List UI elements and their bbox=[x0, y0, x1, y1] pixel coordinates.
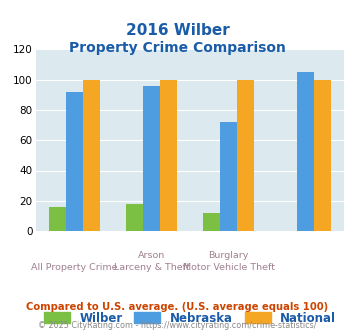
Text: © 2025 CityRating.com - https://www.cityrating.com/crime-statistics/: © 2025 CityRating.com - https://www.city… bbox=[38, 321, 317, 330]
Text: Property Crime Comparison: Property Crime Comparison bbox=[69, 41, 286, 55]
Bar bbox=[143, 86, 160, 231]
Text: Burglary: Burglary bbox=[208, 251, 249, 260]
Bar bbox=[203, 213, 220, 231]
Text: 2016 Wilber: 2016 Wilber bbox=[126, 23, 229, 38]
Text: All Property Crime: All Property Crime bbox=[31, 263, 118, 272]
Bar bbox=[49, 207, 66, 231]
Text: Arson: Arson bbox=[138, 251, 165, 260]
Bar bbox=[314, 80, 331, 231]
Bar bbox=[83, 80, 100, 231]
Bar bbox=[160, 80, 177, 231]
Bar bbox=[220, 122, 237, 231]
Legend: Wilber, Nebraska, National: Wilber, Nebraska, National bbox=[38, 306, 342, 330]
Bar bbox=[126, 204, 143, 231]
Bar bbox=[66, 92, 83, 231]
Text: Motor Vehicle Theft: Motor Vehicle Theft bbox=[182, 263, 274, 272]
Text: Larceny & Theft: Larceny & Theft bbox=[114, 263, 189, 272]
Bar bbox=[297, 72, 314, 231]
Text: Compared to U.S. average. (U.S. average equals 100): Compared to U.S. average. (U.S. average … bbox=[26, 302, 329, 312]
Bar bbox=[237, 80, 254, 231]
